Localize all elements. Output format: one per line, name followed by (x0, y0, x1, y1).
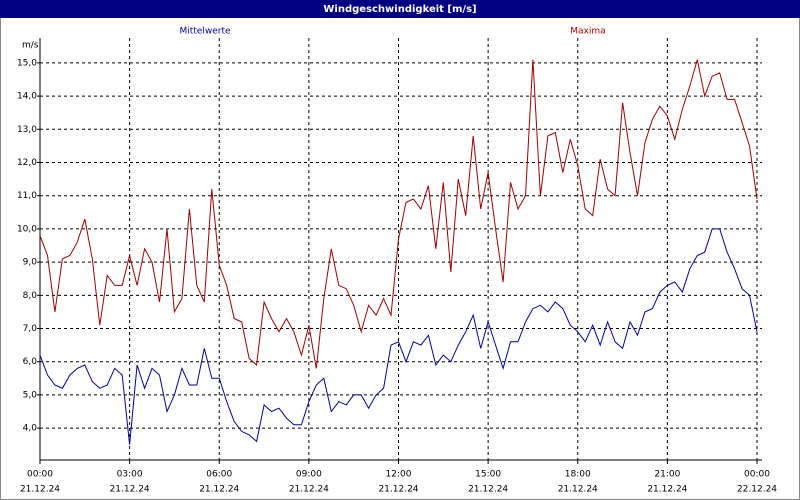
x-tick-label: 12:00 (386, 470, 412, 480)
x-tick-label: 18:00 (565, 470, 591, 480)
y-tick-label: 5,0 (23, 390, 38, 400)
x-tick-date: 21.12.24 (558, 485, 598, 495)
y-tick-label: 13,0 (17, 125, 37, 135)
x-tick-label: 09:00 (296, 470, 322, 480)
x-tick-date: 21.12.24 (647, 485, 687, 495)
y-tick-label: 7,0 (23, 324, 38, 334)
x-tick-label: 21:00 (654, 470, 680, 480)
x-tick-date: 21.12.24 (468, 485, 508, 495)
title-bar (0, 0, 800, 18)
y-tick-label: 12,0 (17, 158, 37, 168)
x-tick-label: 15:00 (475, 470, 501, 480)
data-line (39, 228, 758, 445)
y-tick-label: 9,0 (23, 258, 38, 268)
y-tick-label: 14,0 (17, 92, 37, 102)
x-tick-label: 03:00 (117, 470, 143, 480)
x-tick-label: 00:00 (744, 470, 770, 480)
y-tick-label: 11,0 (17, 191, 37, 201)
y-tick-label: 6,0 (23, 357, 38, 367)
x-tick-date: 21.12.24 (378, 485, 418, 495)
x-tick-date: 22.12.24 (737, 485, 777, 495)
x-tick-date: 21.12.24 (289, 485, 329, 495)
x-tick-label: 06:00 (206, 470, 232, 480)
legend-label: Maxima (570, 27, 605, 37)
y-axis-unit: m/s (22, 41, 39, 51)
y-tick-label: 10,0 (17, 224, 37, 234)
x-tick-date: 21.12.24 (199, 485, 239, 495)
x-tick-label: 00:00 (27, 470, 53, 480)
x-tick-date: 21.12.24 (20, 485, 60, 495)
legend-label: Mittelwerte (179, 27, 230, 37)
y-tick-label: 15,0 (17, 58, 37, 68)
y-tick-label: 4,0 (23, 424, 38, 434)
x-tick-date: 21.12.24 (110, 485, 150, 495)
data-line (39, 59, 758, 369)
chart-title: Windgeschwindigkeit [m/s] (323, 4, 476, 15)
y-tick-label: 8,0 (23, 291, 38, 301)
